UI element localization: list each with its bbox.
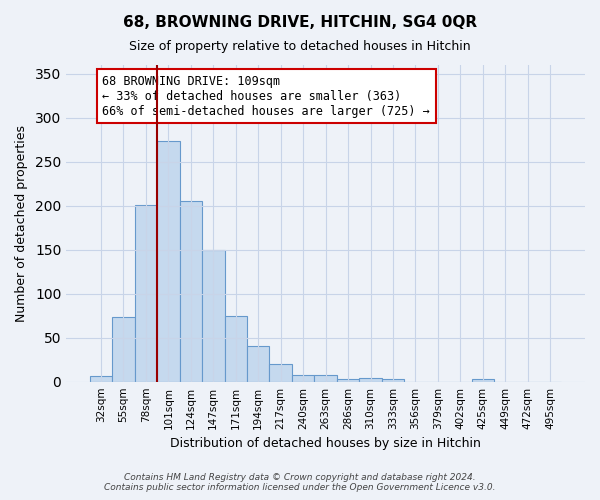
Bar [112,318,134,382]
Text: Size of property relative to detached houses in Hitchin: Size of property relative to detached ho… [129,40,471,53]
Bar [314,374,337,382]
Bar [382,379,404,382]
Bar [247,346,269,382]
Bar [90,376,112,382]
Y-axis label: Number of detached properties: Number of detached properties [15,125,28,322]
Bar [157,140,179,382]
Bar [134,205,157,382]
Bar [179,202,202,382]
Text: Contains HM Land Registry data © Crown copyright and database right 2024.
Contai: Contains HM Land Registry data © Crown c… [104,473,496,492]
Bar [472,379,494,382]
Bar [359,378,382,382]
Bar [202,250,224,382]
Text: 68, BROWNING DRIVE, HITCHIN, SG4 0QR: 68, BROWNING DRIVE, HITCHIN, SG4 0QR [123,15,477,30]
Bar [292,374,314,382]
Bar [269,364,292,382]
Text: 68 BROWNING DRIVE: 109sqm
← 33% of detached houses are smaller (363)
66% of semi: 68 BROWNING DRIVE: 109sqm ← 33% of detac… [103,74,430,118]
X-axis label: Distribution of detached houses by size in Hitchin: Distribution of detached houses by size … [170,437,481,450]
Bar [337,379,359,382]
Bar [224,316,247,382]
